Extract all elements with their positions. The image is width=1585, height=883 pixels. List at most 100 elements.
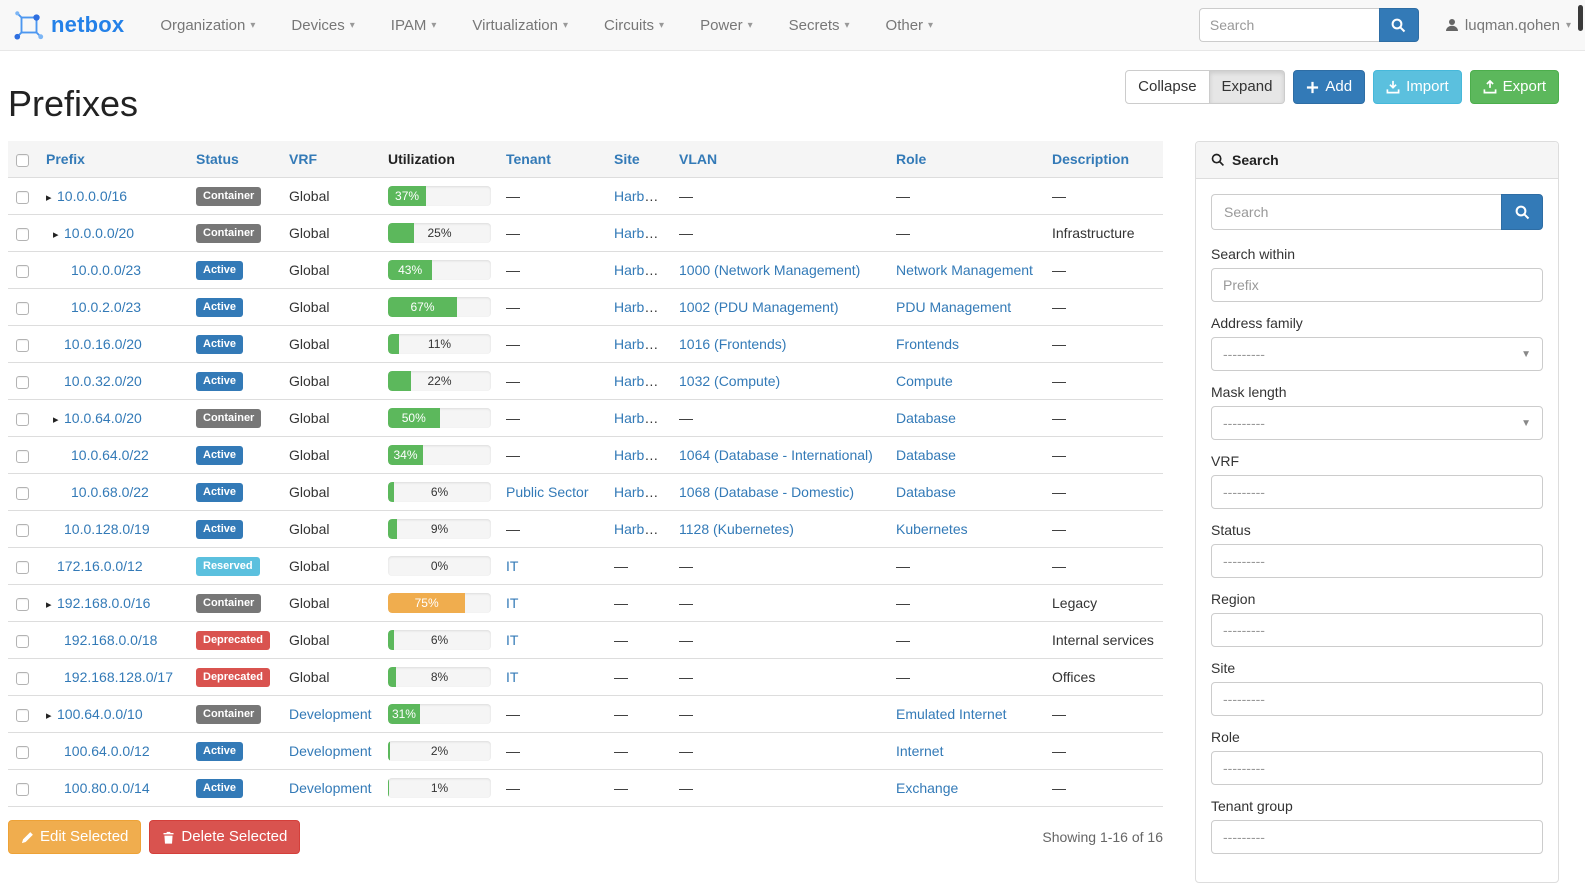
role-link[interactable]: Internet	[896, 743, 944, 759]
tenant-link[interactable]: IT	[506, 595, 519, 611]
navbar-menu-item[interactable]: Virtualization ▾	[454, 0, 586, 50]
row-checkbox[interactable]	[16, 412, 29, 426]
prefix-link[interactable]: 192.168.0.0/16	[57, 595, 151, 611]
prefix-link[interactable]: 10.0.0.0/23	[71, 262, 142, 278]
user-menu[interactable]: luqman.qohen ▾	[1445, 17, 1571, 34]
site-link[interactable]: Harbour	[614, 225, 665, 241]
row-checkbox[interactable]	[16, 264, 29, 278]
site-link[interactable]: Harbour	[614, 447, 665, 463]
row-checkbox[interactable]	[16, 745, 29, 759]
site-link[interactable]: Harbour	[614, 410, 665, 426]
filter-select-box[interactable]: ---------	[1211, 544, 1543, 578]
prefix-link[interactable]: 192.168.128.0/17	[64, 669, 173, 685]
expand-caret-icon[interactable]: ▸	[53, 229, 59, 241]
role-link[interactable]: Compute	[896, 373, 953, 389]
prefix-link[interactable]: 10.0.68.0/22	[71, 484, 149, 500]
vlan-link[interactable]: 1128 (Kubernetes)	[679, 521, 794, 537]
prefix-link[interactable]: 100.80.0.0/14	[64, 780, 150, 796]
role-link[interactable]: Network Management	[896, 262, 1033, 278]
expand-caret-icon[interactable]: ▸	[46, 599, 52, 611]
expand-button[interactable]: Expand	[1209, 70, 1286, 105]
role-link[interactable]: Database	[896, 410, 956, 426]
row-checkbox[interactable]	[16, 560, 29, 574]
edit-selected-button[interactable]: Edit Selected	[8, 820, 142, 855]
export-button[interactable]: Export	[1469, 70, 1559, 105]
prefix-link[interactable]: 100.64.0.0/12	[64, 743, 150, 759]
row-checkbox[interactable]	[16, 301, 29, 315]
prefix-link[interactable]: 10.0.2.0/23	[71, 299, 142, 315]
prefix-link[interactable]: 172.16.0.0/12	[57, 558, 143, 574]
column-header[interactable]: VRF	[289, 151, 317, 167]
row-checkbox[interactable]	[16, 597, 29, 611]
role-link[interactable]: PDU Management	[896, 299, 1012, 315]
role-link[interactable]: Database	[896, 484, 956, 500]
row-checkbox[interactable]	[16, 190, 29, 204]
column-header[interactable]: Prefix	[46, 151, 85, 167]
prefix-link[interactable]: 10.0.128.0/19	[64, 521, 150, 537]
site-link[interactable]: Harbour	[614, 336, 665, 352]
tenant-link[interactable]: IT	[506, 669, 519, 685]
filter-select-box[interactable]: ---------	[1211, 820, 1543, 854]
column-header[interactable]: Description	[1052, 151, 1130, 167]
role-link[interactable]: Emulated Internet	[896, 706, 1007, 722]
role-link[interactable]: Database	[896, 447, 956, 463]
vlan-link[interactable]: 1016 (Frontends)	[679, 336, 787, 352]
site-link[interactable]: Harbour	[614, 521, 665, 537]
row-checkbox[interactable]	[16, 671, 29, 685]
delete-selected-button[interactable]: Delete Selected	[149, 820, 301, 855]
navbar-menu-item[interactable]: Organization ▾	[142, 0, 273, 50]
column-header[interactable]: Role	[896, 151, 927, 167]
netbox-logo[interactable]: netbox	[14, 10, 124, 40]
filter-select-box[interactable]: ---------	[1211, 751, 1543, 785]
navbar-menu-item[interactable]: Circuits ▾	[586, 0, 682, 50]
tenant-link[interactable]: Public Sector	[506, 484, 589, 500]
row-checkbox[interactable]	[16, 338, 29, 352]
scrollbar-thumb[interactable]	[1578, 5, 1583, 31]
row-checkbox[interactable]	[16, 375, 29, 389]
navbar-menu-item[interactable]: Secrets ▾	[771, 0, 868, 50]
collapse-button[interactable]: Collapse	[1125, 70, 1210, 105]
navbar-menu-item[interactable]: Other ▾	[868, 0, 952, 50]
add-button[interactable]: Add	[1293, 70, 1366, 105]
tenant-link[interactable]: IT	[506, 558, 519, 574]
select-all-checkbox[interactable]	[16, 153, 29, 167]
filter-select[interactable]: --------- ▼	[1211, 337, 1543, 371]
vrf-link[interactable]: Development	[289, 780, 372, 796]
tenant-link[interactable]: IT	[506, 632, 519, 648]
site-link[interactable]: Harbour	[614, 373, 665, 389]
site-link[interactable]: Harbour	[614, 484, 665, 500]
prefix-link[interactable]: 10.0.64.0/22	[71, 447, 149, 463]
navbar-menu-item[interactable]: IPAM ▾	[373, 0, 455, 50]
prefix-link[interactable]: 10.0.0.0/16	[57, 188, 128, 204]
navbar-search-input[interactable]	[1198, 8, 1379, 42]
row-checkbox[interactable]	[16, 449, 29, 463]
expand-caret-icon[interactable]: ▸	[53, 414, 59, 426]
row-checkbox[interactable]	[16, 523, 29, 537]
row-checkbox[interactable]	[16, 782, 29, 796]
row-checkbox[interactable]	[16, 634, 29, 648]
prefix-link[interactable]: 10.0.64.0/20	[64, 410, 142, 426]
role-link[interactable]: Exchange	[896, 780, 959, 796]
site-link[interactable]: Harbour	[614, 262, 665, 278]
column-header[interactable]: VLAN	[679, 151, 718, 167]
column-header[interactable]: Site	[614, 151, 640, 167]
filter-select-box[interactable]: ---------	[1211, 682, 1543, 716]
vlan-link[interactable]: 1032 (Compute)	[679, 373, 781, 389]
column-header[interactable]: Tenant	[506, 151, 551, 167]
vlan-link[interactable]: 1000 (Network Management)	[679, 262, 861, 278]
filter-select-box[interactable]: ---------	[1211, 475, 1543, 509]
prefix-link[interactable]: 10.0.16.0/20	[64, 336, 142, 352]
filter-select[interactable]: --------- ▼	[1211, 406, 1543, 440]
navbar-menu-item[interactable]: Power ▾	[682, 0, 771, 50]
import-button[interactable]: Import	[1373, 70, 1462, 105]
navbar-search-button[interactable]	[1378, 8, 1419, 42]
navbar-menu-item[interactable]: Devices ▾	[273, 0, 372, 50]
row-checkbox[interactable]	[16, 486, 29, 500]
vrf-link[interactable]: Development	[289, 706, 372, 722]
site-link[interactable]: Harbour	[614, 188, 665, 204]
prefix-link[interactable]: 192.168.0.0/18	[64, 632, 158, 648]
row-checkbox[interactable]	[16, 708, 29, 722]
role-link[interactable]: Frontends	[896, 336, 960, 352]
filter-search-input[interactable]	[1211, 194, 1501, 230]
vlan-link[interactable]: 1068 (Database - Domestic)	[679, 484, 855, 500]
